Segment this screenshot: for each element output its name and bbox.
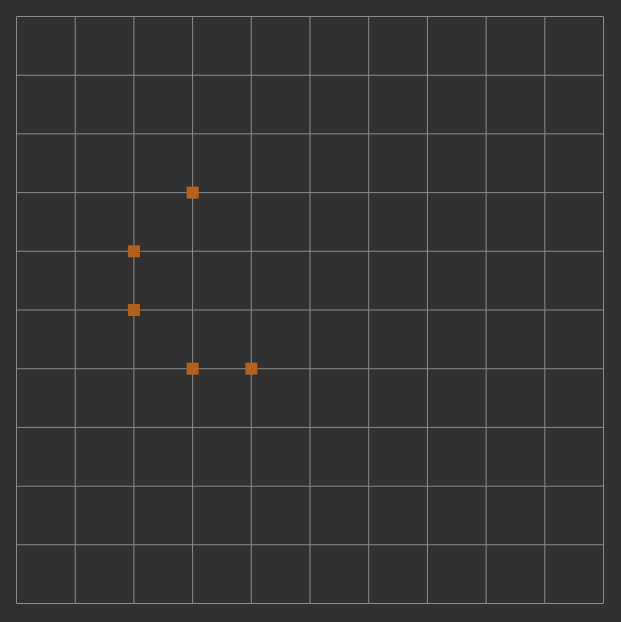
stone-marker[interactable] <box>186 186 199 199</box>
stone-marker[interactable] <box>127 245 140 258</box>
stone-marker[interactable] <box>186 362 199 375</box>
grid-lines <box>16 16 604 604</box>
stone-marker[interactable] <box>127 304 140 316</box>
stone-marker[interactable] <box>245 362 258 375</box>
markers <box>127 186 258 375</box>
